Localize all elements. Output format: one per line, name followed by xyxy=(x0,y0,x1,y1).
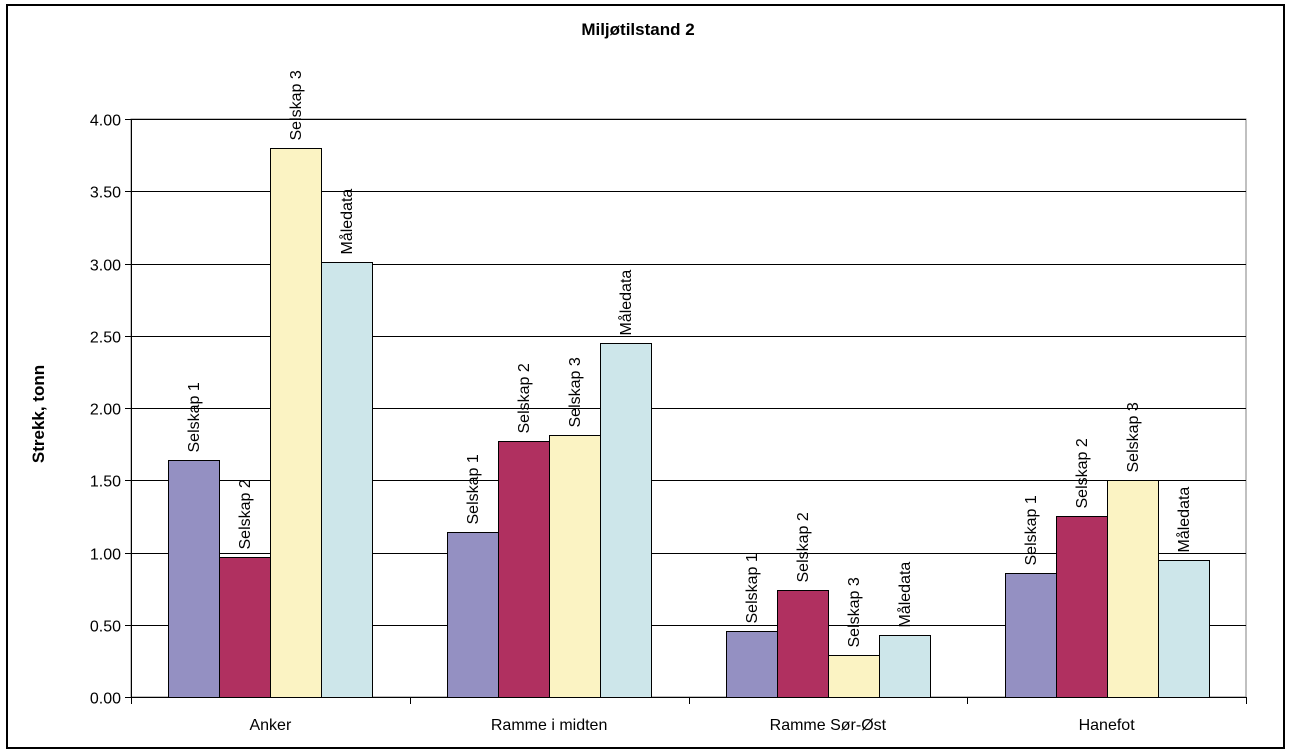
chart-title: Miljøtilstand 2 xyxy=(581,20,694,39)
data-label: Selskap 2 xyxy=(237,479,254,549)
y-tick-label: 3.50 xyxy=(90,185,121,202)
data-label: Selskap 1 xyxy=(744,553,761,623)
y-tick-label: 2.50 xyxy=(90,330,121,347)
bar xyxy=(549,435,601,698)
bar xyxy=(1056,516,1108,698)
x-tick-label: Anker xyxy=(249,717,291,734)
bar xyxy=(321,262,373,698)
bar xyxy=(270,148,322,698)
data-label: Selskap 1 xyxy=(465,454,482,524)
data-label: Selskap 3 xyxy=(288,70,305,140)
data-label: Selskap 3 xyxy=(846,577,863,647)
x-tick-label: Hanefot xyxy=(1079,717,1136,734)
data-label: Måledata xyxy=(896,562,914,628)
y-axis-label: Strekk, tonn xyxy=(29,365,48,463)
y-tick-label: 4.00 xyxy=(90,113,121,130)
data-labels: Selskap 1 Selskap 2 Selskap 3 Måledata Selsk… xyxy=(186,70,1193,647)
bar xyxy=(879,635,931,698)
axes: 0.00 0.50 1.00 1.50 2.00 2.50 3.00 3.50 4.00 Anke… xyxy=(90,113,1247,734)
bar xyxy=(726,631,778,698)
data-label: Selskap 3 xyxy=(1125,402,1142,472)
data-label: Selskap 2 xyxy=(516,363,533,433)
bar xyxy=(1107,480,1159,698)
bar xyxy=(219,557,271,698)
bar xyxy=(498,441,550,698)
data-label: Selskap 1 xyxy=(1023,495,1040,565)
y-tick-label: 0.50 xyxy=(90,619,121,636)
data-label: Selskap 2 xyxy=(1074,438,1091,508)
data-label: Selskap 3 xyxy=(567,357,584,427)
data-label: Måledata xyxy=(338,189,356,255)
bar xyxy=(1158,560,1210,698)
x-tick-label: Ramme Sør-Øst xyxy=(770,717,887,734)
bar xyxy=(600,343,652,698)
bars xyxy=(168,148,1210,698)
bar xyxy=(828,655,880,698)
y-tick-label: 1.00 xyxy=(90,547,121,564)
y-tick-label: 2.00 xyxy=(90,402,121,419)
y-tick-label: 1.50 xyxy=(90,474,121,491)
data-label: Måledata xyxy=(1175,487,1193,553)
bar xyxy=(777,590,829,698)
y-tick-label: 3.00 xyxy=(90,258,121,275)
data-label: Selskap 2 xyxy=(795,512,812,582)
data-label: Selskap 1 xyxy=(186,382,203,452)
bar xyxy=(168,460,220,698)
y-tick-label: 0.00 xyxy=(90,691,121,708)
x-tick-label: Ramme i midten xyxy=(491,717,607,734)
bar xyxy=(1005,573,1057,698)
bar xyxy=(447,532,499,698)
data-label: Måledata xyxy=(617,270,635,336)
